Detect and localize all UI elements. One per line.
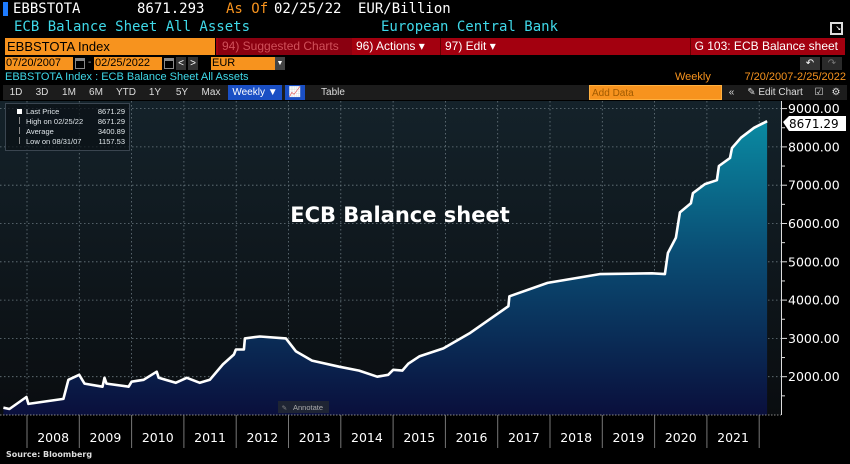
frequency-label: Weekly [675, 71, 711, 83]
table-button[interactable]: Table [308, 85, 358, 100]
legend-value: 3400.89 [98, 127, 125, 136]
y-tick-label: 9000.00 [788, 101, 840, 116]
popout-icon[interactable]: ↘ [830, 22, 843, 35]
last-value-tag: 8671.29 [783, 116, 846, 131]
legend: Last Price 8671.29 High on 02/25/22 8671.29… [5, 103, 130, 151]
currency-dropdown-icon[interactable]: ▼ [275, 57, 285, 70]
period-1d[interactable]: 1D [4, 85, 28, 100]
period-ytd[interactable]: YTD [111, 85, 141, 100]
gear-icon[interactable]: ⚙ [829, 85, 843, 100]
x-tick-label: 2010 [142, 430, 174, 445]
x-tick-label: 2009 [90, 430, 122, 445]
period-6m[interactable]: 6M [84, 85, 108, 100]
add-data-input[interactable]: Add Data [589, 85, 722, 100]
x-tick-label: 2015 [403, 430, 435, 445]
y-tick-label: 2000.00 [788, 369, 840, 384]
period-1y[interactable]: 1Y [143, 85, 167, 100]
checkbox-icon[interactable]: ☑ [812, 85, 826, 100]
last-price: 8671.293 [137, 1, 205, 17]
x-tick-label: 2018 [560, 430, 592, 445]
frequency-dropdown[interactable]: Weekly ▼ [228, 85, 282, 100]
y-tick-label: 8000.00 [788, 139, 840, 154]
legend-label: Average [26, 127, 54, 136]
legend-label: High on 02/25/22 [26, 117, 83, 126]
ticker-marker [3, 2, 8, 16]
y-tick-label: 5000.00 [788, 254, 840, 269]
x-tick-label: 2012 [246, 430, 278, 445]
last-value-label: 8671.29 [789, 117, 839, 131]
data-points [3, 121, 768, 410]
source-name: European Central Bank [381, 19, 559, 35]
legend-swatch [17, 109, 22, 114]
end-date-input[interactable]: 02/25/2022 [94, 57, 162, 70]
annotate-button[interactable]: ✎ Annotate [278, 401, 329, 413]
collapse-button[interactable]: « [725, 85, 738, 100]
currency-select[interactable]: EUR [211, 57, 275, 70]
command-bar [216, 38, 845, 55]
period-max[interactable]: Max [197, 85, 225, 100]
security-description: ECB Balance Sheet All Assets [14, 19, 251, 35]
edit-button[interactable]: 97) Edit ▾ [440, 38, 496, 55]
x-tick-label: 2019 [613, 430, 645, 445]
end-calendar-icon[interactable] [164, 58, 174, 69]
x-tick-label: 2008 [37, 430, 69, 445]
pencil-icon: ✎ [282, 403, 287, 412]
period-1m[interactable]: 1M [57, 85, 81, 100]
legend-label: Low on 08/31/07 [26, 137, 81, 146]
source-footer: Source: Bloomberg [6, 450, 93, 459]
period-5y[interactable]: 5Y [170, 85, 194, 100]
legend-value: 1157.53 [98, 137, 125, 146]
date-separator: - [88, 57, 92, 68]
as-of-label: As Of [226, 1, 269, 17]
y-tick-label: 4000.00 [788, 293, 840, 308]
x-tick-label: 2021 [717, 430, 749, 445]
as-of-date: 02/25/22 [274, 1, 342, 17]
y-tick-label: 3000.00 [788, 331, 840, 346]
actions-button[interactable]: 96) Actions ▾ [356, 39, 425, 53]
undo-button[interactable]: ↶ [800, 57, 820, 70]
edit-chart-button[interactable]: ✎ Edit Chart [741, 85, 809, 100]
period-3d[interactable]: 3D [30, 85, 54, 100]
line-chart-icon[interactable]: 📈 [285, 85, 305, 100]
security-input[interactable]: EBBSTOTA Index [5, 38, 215, 55]
chart[interactable]: 2000.00 3000.00 4000.00 5000.00 6000.00 7000.… [0, 101, 850, 451]
redo-button[interactable]: ↷ [822, 57, 842, 70]
x-tick-label: 2011 [194, 430, 226, 445]
legend-value: 8671.29 [98, 117, 125, 126]
chart-title: ECB Balance sheet [290, 203, 510, 227]
legend-value: 8671.29 [98, 107, 125, 116]
start-date-input[interactable]: 07/20/2007 [5, 57, 73, 70]
prev-button[interactable]: < [176, 57, 186, 70]
x-tick-label: 2017 [508, 430, 540, 445]
y-tick-label: 6000.00 [788, 216, 840, 231]
annotate-label: Annotate [293, 403, 323, 412]
legend-label: Last Price [26, 107, 59, 116]
suggested-charts-button[interactable]: 94) Suggested Charts [218, 38, 352, 55]
units: EUR/Billion [358, 1, 451, 17]
x-tick-label: 2016 [456, 430, 488, 445]
date-range-label: 7/20/2007-2/25/2022 [744, 71, 846, 83]
start-calendar-icon[interactable] [75, 58, 85, 69]
x-tick-label: 2013 [299, 430, 331, 445]
series-area [3, 121, 768, 415]
y-tick-label: 7000.00 [788, 178, 840, 193]
next-button[interactable]: > [188, 57, 198, 70]
series-line [3, 120, 768, 411]
x-tick-label: 2020 [665, 430, 697, 445]
page-title: G 103: ECB Balance sheet [689, 38, 838, 55]
chart-subtitle: EBBSTOTA Index : ECB Balance Sheet All A… [5, 71, 249, 83]
x-tick-label: 2014 [351, 430, 383, 445]
ticker: EBBSTOTA [13, 1, 81, 17]
